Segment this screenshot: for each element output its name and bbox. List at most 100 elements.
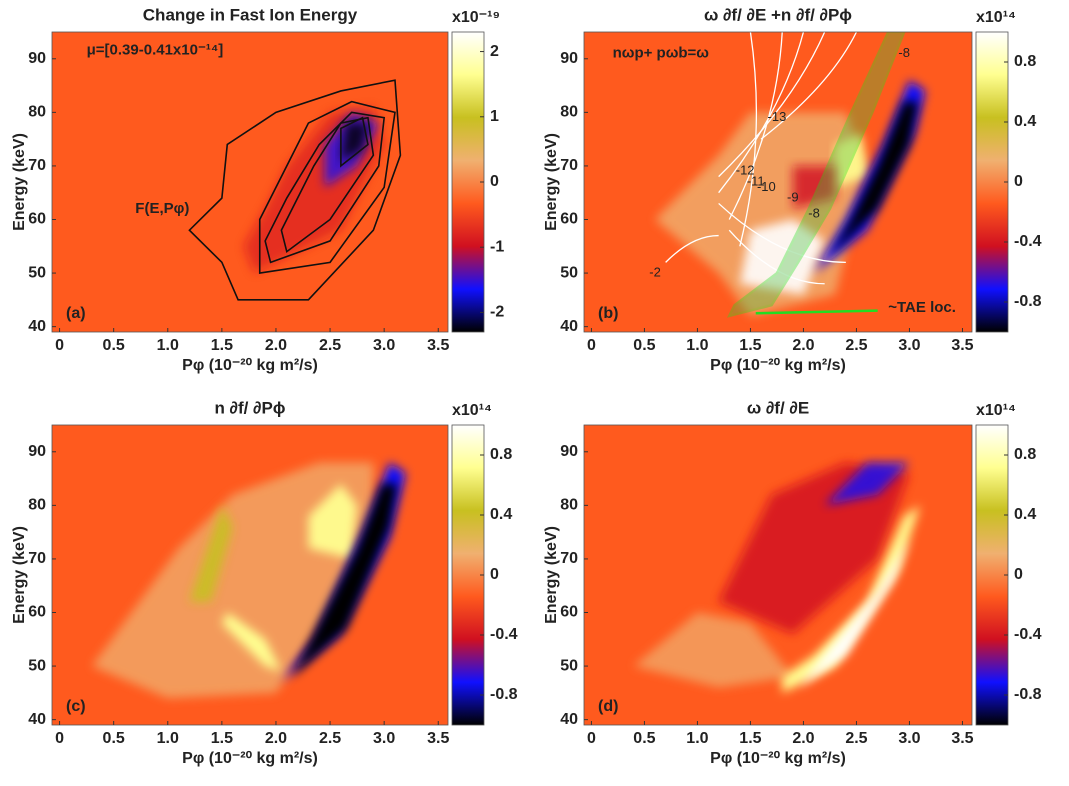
contour-line — [718, 202, 846, 264]
contour-line — [718, 32, 826, 178]
x-tick-label: 1.5 — [211, 730, 233, 747]
x-tick-label: 3.0 — [373, 337, 395, 354]
x-tick-label: 1.0 — [157, 730, 179, 747]
heat-region — [824, 462, 910, 506]
plot-background — [52, 32, 448, 332]
y-tick-label: 90 — [560, 50, 578, 67]
panel-label: (c) — [66, 698, 86, 715]
x-tick-label: 2.0 — [265, 337, 287, 354]
contour-line — [739, 32, 758, 247]
x-tick-label: 1.5 — [739, 730, 761, 747]
contour-line — [340, 116, 369, 168]
x-tick-label: 0.5 — [633, 730, 655, 747]
x-tick-label: 2.5 — [319, 337, 341, 354]
y-tick-label: 70 — [28, 157, 46, 174]
x-tick-label: 3.0 — [898, 730, 920, 747]
colorbar-tick-label: -0.4 — [490, 626, 518, 643]
y-tick-label: 90 — [28, 443, 46, 460]
heatmap — [655, 32, 926, 318]
colorbar-exponent: x10¹⁴ — [976, 402, 1016, 419]
colorbar-tick-label: 0.4 — [1014, 506, 1036, 523]
contour-line — [280, 116, 375, 253]
chart-title: n ∂f/ ∂Pϕ — [214, 398, 285, 417]
x-tick-label: 0 — [55, 730, 64, 747]
y-tick-label: 90 — [560, 443, 578, 460]
x-axis-label: Pφ (10⁻²⁰ kg m²/s) — [182, 357, 318, 374]
x-tick-label: 2.5 — [845, 730, 867, 747]
x-tick-label: 0.5 — [103, 730, 125, 747]
y-tick-label: 40 — [560, 318, 578, 335]
chart-title: ω ∂f/ ∂E — [747, 398, 809, 417]
x-tick-label: 3.5 — [427, 730, 449, 747]
heat-region — [221, 612, 282, 672]
x-tick-label: 3.5 — [427, 337, 449, 354]
colorbar-tick-label: 0.4 — [1014, 113, 1036, 130]
heat-region — [292, 483, 398, 677]
resonance-band — [726, 32, 906, 318]
colorbar-tick-label: 0 — [1014, 173, 1023, 190]
heat-region — [782, 505, 921, 693]
y-axis-label: Energy (keV) — [543, 133, 560, 231]
x-tick-label: 1.0 — [157, 337, 179, 354]
plot-frame — [583, 31, 973, 333]
annotation: -2 — [649, 265, 661, 280]
y-tick-label: 60 — [28, 604, 46, 621]
x-tick-label: 0.5 — [103, 337, 125, 354]
x-axis-label: Pφ (10⁻²⁰ kg m²/s) — [710, 357, 846, 374]
plot-frame — [51, 424, 449, 726]
plot-frame — [51, 31, 449, 333]
annotation: -10 — [757, 179, 776, 194]
heat-region — [189, 505, 233, 602]
y-tick-label: 70 — [560, 550, 578, 567]
y-tick-label: 70 — [560, 157, 578, 174]
chart-title: Change in Fast Ion Energy — [143, 5, 358, 24]
contour-line — [718, 32, 805, 194]
contour-line — [258, 100, 396, 275]
y-tick-label: 50 — [28, 657, 46, 674]
annotation: -8 — [808, 206, 820, 221]
panel-label: (a) — [66, 305, 86, 322]
colorbar-tick-label: 0 — [490, 173, 499, 190]
y-tick-label: 40 — [560, 711, 578, 728]
colorbar-tick-label: -0.8 — [1014, 293, 1042, 310]
annotation: -8 — [898, 45, 910, 60]
colorbar-tick-label: 0 — [490, 566, 499, 583]
heatmap — [92, 462, 406, 699]
colorbar-exponent: x10¹⁴ — [976, 9, 1016, 26]
heat-region — [340, 123, 368, 161]
x-tick-label: 2.5 — [845, 337, 867, 354]
colorbar-tick-label: 1 — [490, 108, 499, 125]
colorbar — [975, 31, 1009, 333]
annotation: μ=[0.39-0.41x10⁻¹⁴] — [87, 42, 224, 59]
x-tick-label: 2.5 — [319, 730, 341, 747]
heatmap — [633, 462, 921, 693]
annotation: ~TAE loc. — [888, 299, 956, 316]
contour-line — [760, 32, 858, 140]
x-tick-label: 3.0 — [898, 337, 920, 354]
x-axis-label: Pφ (10⁻²⁰ kg m²/s) — [710, 750, 846, 767]
x-tick-label: 0 — [587, 730, 596, 747]
heat-region — [792, 165, 836, 209]
x-tick-label: 3.5 — [951, 337, 973, 354]
colorbar-exponent: x10⁻¹⁹ — [452, 9, 500, 26]
y-tick-label: 50 — [560, 264, 578, 281]
colorbar-tick-label: -0.4 — [1014, 626, 1042, 643]
colorbar-tick-label: -0.4 — [1014, 233, 1042, 250]
annotation: -13 — [768, 109, 787, 124]
annotation: F(E,Pφ) — [135, 200, 189, 217]
x-tick-label: 1.5 — [739, 337, 761, 354]
panel-label: (d) — [598, 698, 618, 715]
colorbar-tick-label: -0.8 — [1014, 686, 1042, 703]
y-tick-label: 60 — [560, 211, 578, 228]
heat-region — [308, 483, 358, 559]
heat-region — [829, 101, 918, 258]
colorbar — [451, 31, 485, 333]
x-tick-label: 0 — [55, 337, 64, 354]
colorbar-tick-label: 0.8 — [1014, 53, 1036, 70]
y-tick-label: 80 — [28, 497, 46, 514]
colorbar-tick-label: 0 — [1014, 566, 1023, 583]
heat-region — [835, 133, 868, 188]
annotation: -12 — [736, 163, 755, 178]
y-tick-label: 80 — [560, 497, 578, 514]
